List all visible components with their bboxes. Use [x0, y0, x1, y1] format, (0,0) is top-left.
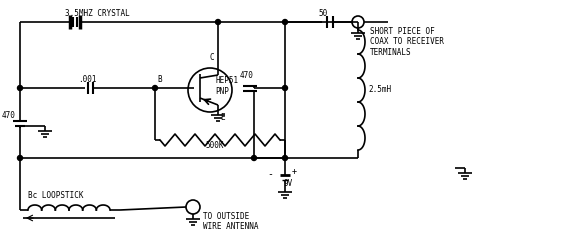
Text: 50: 50: [318, 9, 327, 17]
Text: B: B: [157, 76, 162, 84]
Text: +: +: [292, 168, 297, 176]
Text: 3.5MHZ CRYSTAL: 3.5MHZ CRYSTAL: [65, 9, 130, 17]
Circle shape: [282, 86, 287, 91]
Circle shape: [215, 19, 221, 25]
Circle shape: [282, 155, 287, 160]
Circle shape: [282, 19, 287, 25]
Circle shape: [153, 86, 158, 91]
Circle shape: [252, 155, 256, 160]
Text: 2.5mH: 2.5mH: [368, 86, 391, 94]
Text: HEP51
PNP: HEP51 PNP: [215, 76, 238, 96]
Circle shape: [18, 155, 23, 160]
Text: 9V: 9V: [283, 179, 292, 187]
Text: 470: 470: [2, 110, 16, 120]
Text: SHORT PIECE OF
COAX TO RECEIVER
TERMINALS: SHORT PIECE OF COAX TO RECEIVER TERMINAL…: [370, 27, 444, 57]
Text: 470: 470: [240, 72, 254, 80]
Text: E: E: [220, 112, 225, 122]
Text: TO OUTSIDE
WIRE ANTENNA: TO OUTSIDE WIRE ANTENNA: [203, 212, 259, 231]
Text: .001: .001: [78, 75, 96, 83]
Text: C: C: [210, 53, 215, 62]
Text: 500K: 500K: [205, 141, 223, 151]
Text: Bc LOOPSTICK: Bc LOOPSTICK: [28, 191, 83, 200]
Circle shape: [18, 86, 23, 91]
Text: -: -: [267, 169, 273, 179]
